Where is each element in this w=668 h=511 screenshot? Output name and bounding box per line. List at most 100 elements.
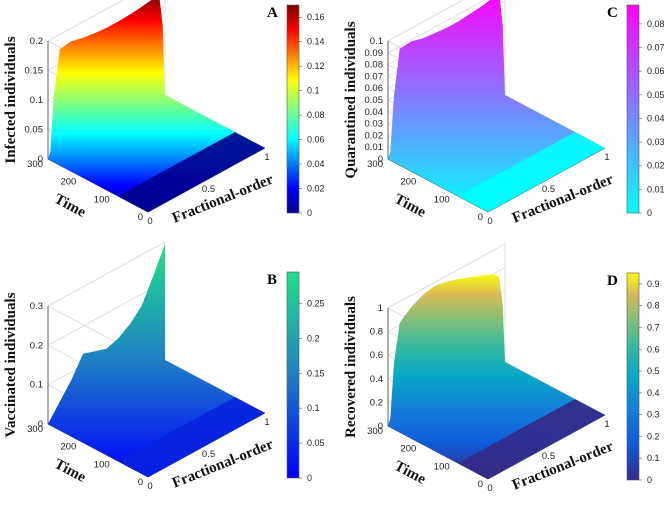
colorbar-gradient [286,4,300,214]
z-tick-label: 0.1 [30,380,43,391]
panel-label: C [607,5,618,21]
z-axis-label: Infected individuals [3,36,19,163]
colorbar-tick-label: 0.1 [307,86,320,96]
time-tick-label: 200 [400,444,416,455]
z-tick-label: 0.2 [370,397,383,408]
x-tick-label: 0 [487,216,492,227]
time-tick-label: 200 [400,177,416,188]
colorbar-tick-label: 0.07 [647,43,665,53]
z-tick-label: 1 [378,303,383,314]
colorbar-tick-label: 0 [307,208,312,218]
colorbar: 0 0.02 0.04 0.06 0.08 0.1 0.12 0.14 0.16 [286,4,325,218]
x-tick-label: 1 [604,152,609,163]
colorbar-tick-label: 0.14 [307,37,325,47]
colorbar-tick-label: 0.4 [647,388,660,398]
z-axis-label: Quarantined individuals [343,21,359,178]
time-tick-label: 100 [434,194,450,205]
time-tick-label: 300 [27,424,43,435]
colorbar-gradient [626,272,640,481]
z-tick-label: 0.04 [365,107,384,118]
colorbar-tick-label: 0.08 [307,110,325,120]
colorbar-gradient [626,4,640,214]
colorbar-tick-label: 0.08 [647,19,665,29]
z-tick-label: 0.2 [30,340,43,351]
z-tick-label: 0 [378,154,383,165]
time-tick-label: 200 [60,442,76,453]
panel-c: 00.010.020.030.040.050.060.070.080.090.1… [343,0,665,227]
colorbar-tick-label: 0.01 [647,184,665,194]
x-tick-label: 0.5 [202,184,215,195]
colorbar-tick-label: 0.05 [307,438,325,448]
colorbar-tick-label: 0 [647,208,652,218]
z-tick-label: 0 [378,421,383,432]
time-tick-label: 0 [138,212,143,223]
time-tick-label: 100 [94,459,110,470]
z-tick-label: 0.06 [365,83,384,94]
z-tick-label: 0.6 [370,350,383,361]
z-axis-label: Recovered individuals [343,296,359,438]
colorbar-tick-label: 0.9 [647,279,660,289]
colorbar-tick-label: 0.06 [647,66,665,76]
time-tick-label: 300 [367,426,383,437]
z-tick-label: 0.01 [365,142,384,153]
z-tick-label: 0.2 [30,36,43,47]
time-axis-label: Time [52,191,89,221]
surface-floor [118,132,265,212]
x-tick-label: 0.5 [542,184,555,195]
colorbar-tick-label: 0.16 [307,12,325,22]
colorbar-tick-label: 0.2 [647,431,660,441]
colorbar-tick-label: 0.1 [307,403,320,413]
x-tick-label: 1 [264,152,269,163]
panel-label: A [267,5,278,21]
z-axis-label: Vaccinated individuals [3,292,19,437]
z-tick-label: 0.09 [365,48,384,59]
colorbar-tick-label: 0.8 [647,301,660,311]
colorbar-tick-label: 0.02 [647,161,665,171]
x-tick-label: 0.5 [542,451,555,462]
time-tick-label: 300 [27,159,43,170]
time-tick-label: 0 [138,477,143,488]
colorbar-gradient [286,271,300,479]
colorbar-tick-label: 0.02 [307,184,325,194]
surface-floor [458,132,605,212]
z-tick-label: 0 [38,154,43,165]
colorbar-tick-label: 0 [647,475,652,485]
panel-label: B [267,272,277,288]
z-tick-label: 0.07 [365,71,384,82]
z-tick-label: 0.15 [25,66,44,77]
colorbar: 0 0.01 0.02 0.03 0.04 0.05 0.06 0.07 0.08 [626,4,665,218]
colorbar-tick-label: 0.6 [647,344,660,354]
x-tick-label: 0.5 [202,449,215,460]
colorbar-tick-label: 0.25 [307,298,325,308]
x-tick-label: 1 [264,417,269,428]
colorbar-tick-label: 0.2 [307,333,320,343]
x-tick-label: 0 [487,483,492,494]
time-axis-label: Time [52,456,89,486]
colorbar-tick-label: 0.15 [307,368,325,378]
colorbar: 0 0.05 0.1 0.15 0.2 0.25 [286,271,325,483]
x-tick-label: 0 [147,481,152,492]
time-tick-label: 0 [478,479,483,490]
z-tick-label: 0.05 [25,125,44,136]
time-tick-label: 200 [60,177,76,188]
x-tick-label: 0 [147,216,152,227]
time-tick-label: 0 [478,212,483,223]
colorbar-tick-label: 0.06 [307,135,325,145]
z-tick-label: 0.8 [370,327,383,338]
colorbar-tick-label: 0.5 [647,366,660,376]
time-axis-label: Time [392,191,429,221]
time-tick-label: 300 [367,159,383,170]
colorbar-tick-label: 0.12 [307,61,325,71]
colorbar-tick-label: 0.3 [647,410,660,420]
time-tick-label: 100 [94,194,110,205]
panel-label: D [607,273,618,289]
time-tick-label: 100 [434,461,450,472]
z-tick-label: 0.03 [365,119,384,130]
